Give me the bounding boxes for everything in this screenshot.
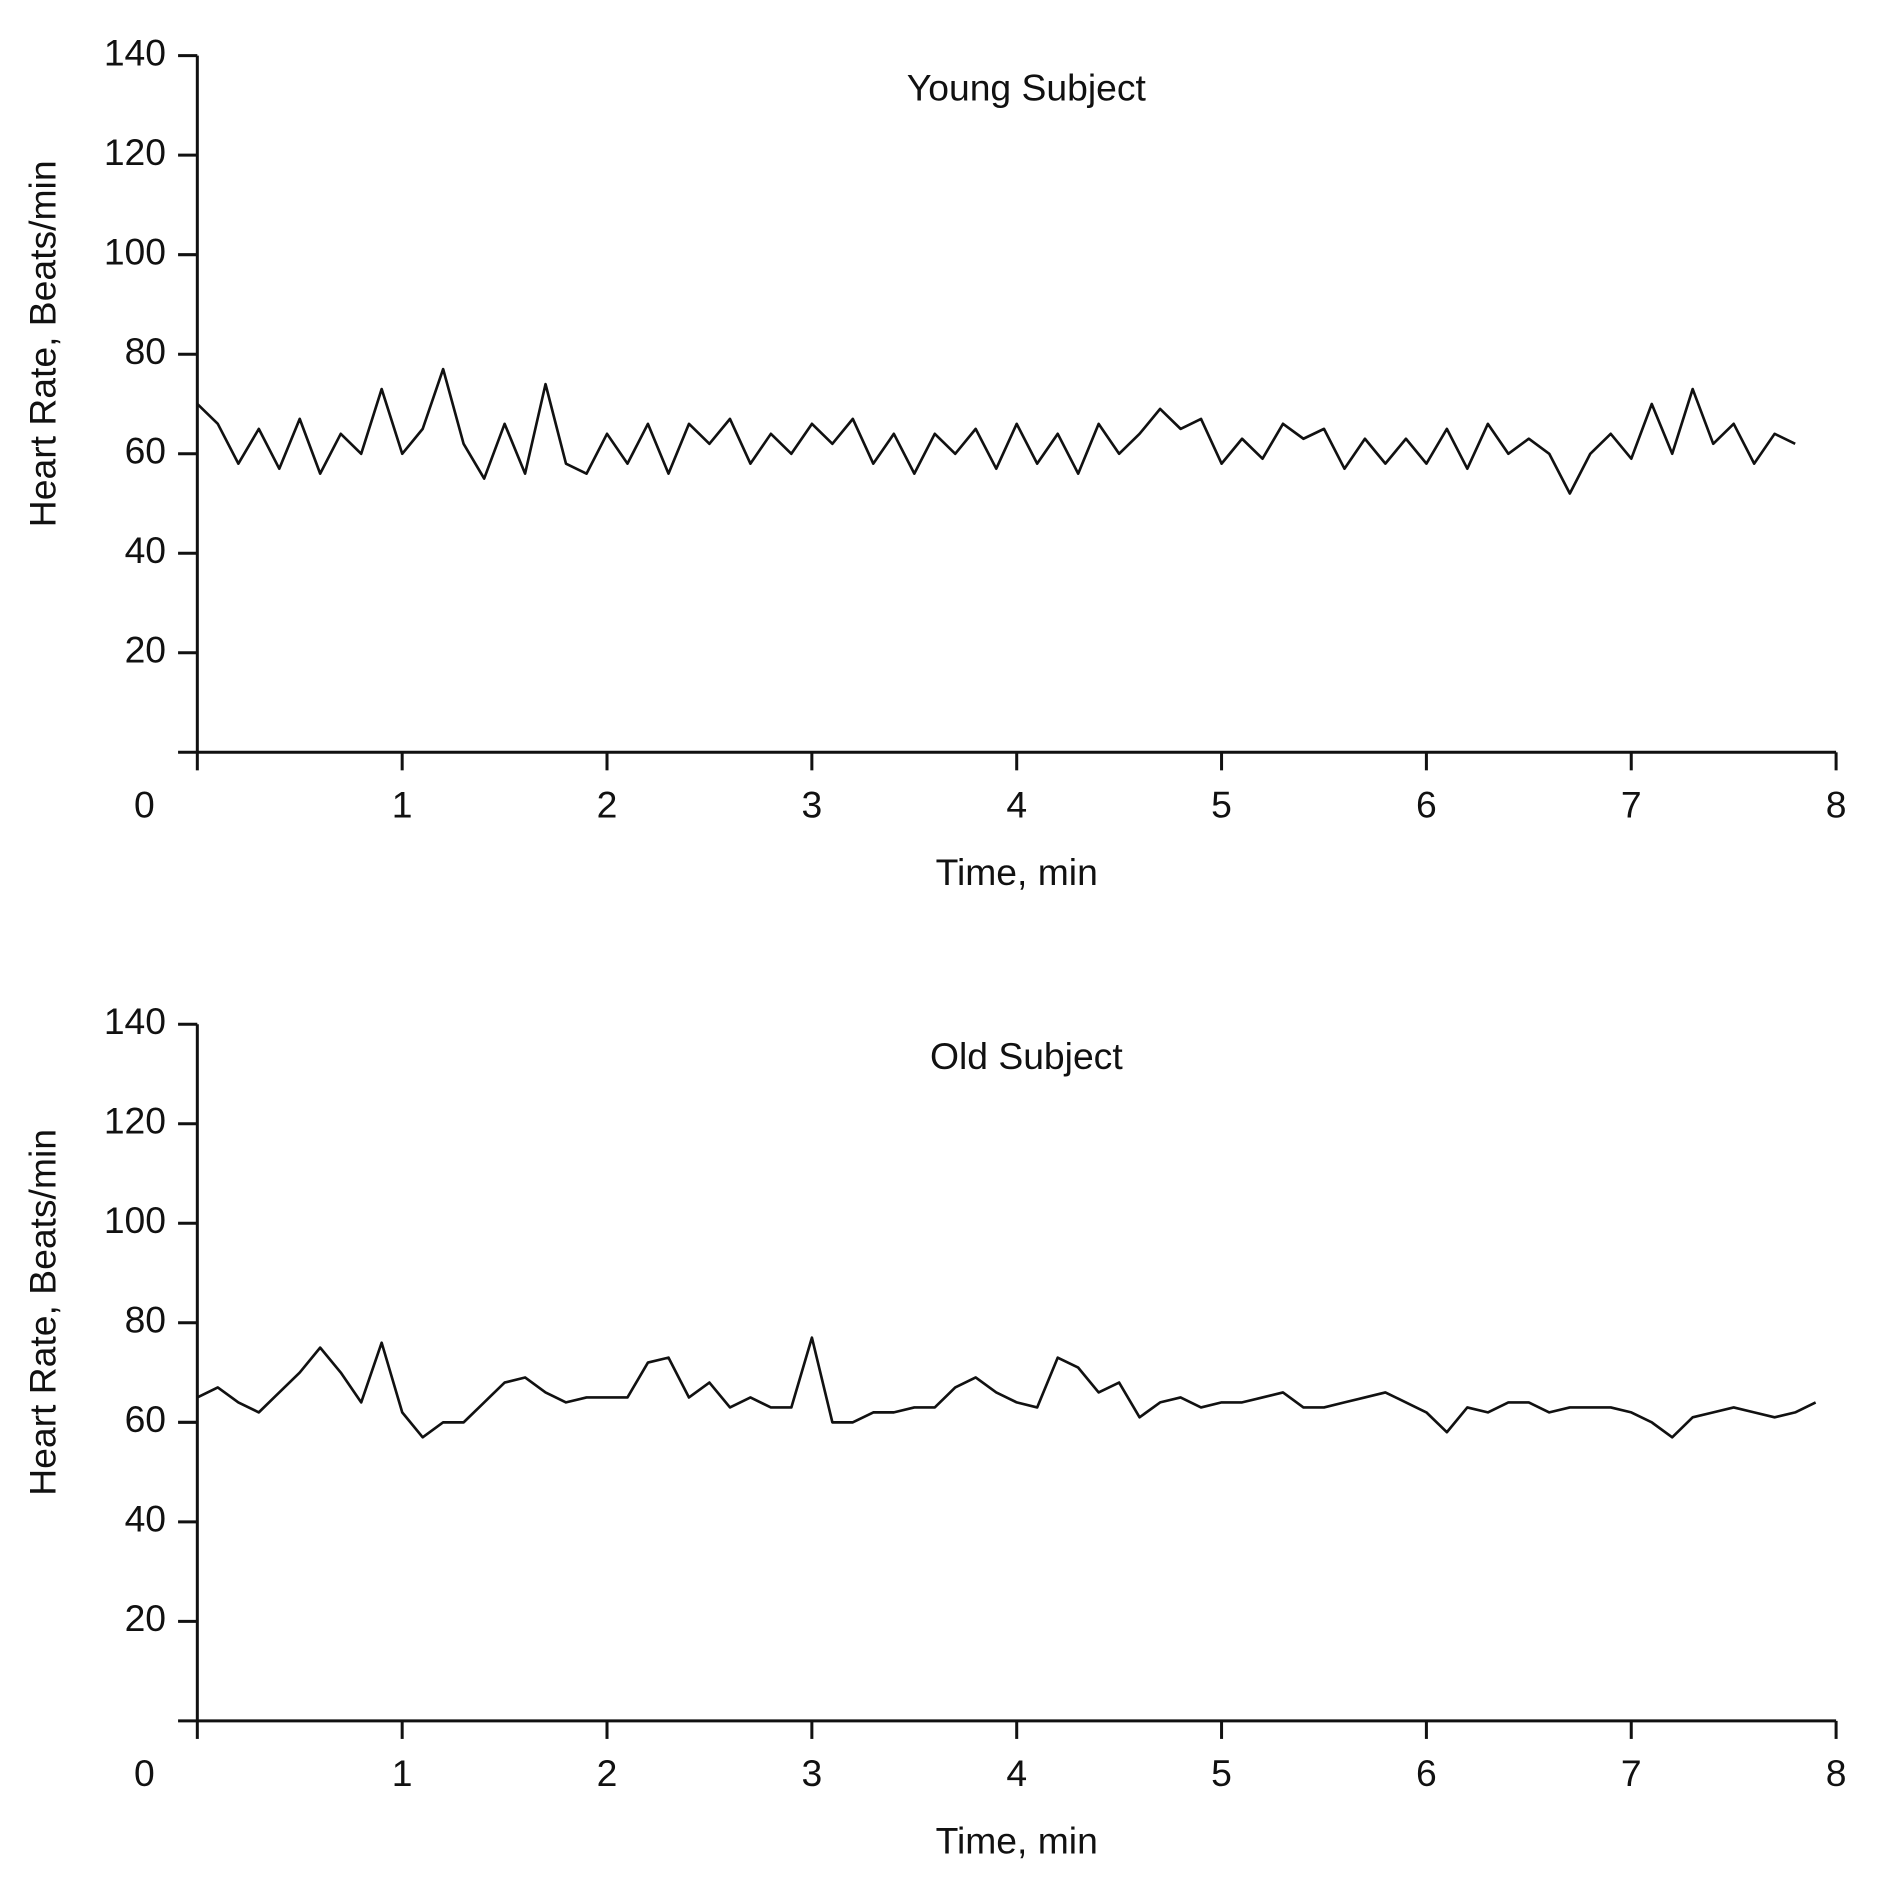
y-tick-label: 60 (125, 430, 166, 472)
x-tick-label: 0 (134, 783, 155, 825)
x-tick-label: 5 (1211, 783, 1232, 825)
chart-title: Young Subject (907, 66, 1147, 108)
x-tick-label: 8 (1826, 783, 1847, 825)
y-tick-label: 100 (104, 231, 166, 273)
y-tick-label: 20 (125, 1597, 166, 1639)
x-axis-label: Time, min (936, 851, 1098, 893)
x-tick-label: 6 (1416, 1752, 1437, 1794)
y-axis-label: Heart Rate, Beats/min (22, 160, 64, 527)
y-tick-label: 60 (125, 1398, 166, 1440)
heart-rate-line (196, 1336, 1817, 1439)
x-tick-label: 5 (1211, 1752, 1232, 1794)
x-tick-label: 2 (597, 783, 618, 825)
heart-rate-line (196, 367, 1796, 495)
y-tick-label: 120 (104, 1100, 166, 1142)
y-tick-label: 120 (104, 131, 166, 173)
chart-title: Old Subject (930, 1035, 1123, 1077)
x-tick-label: 7 (1621, 783, 1642, 825)
y-tick-label: 140 (104, 31, 166, 73)
x-tick-label: 3 (801, 783, 822, 825)
x-tick-label: 8 (1826, 1752, 1847, 1794)
x-tick-label: 4 (1006, 783, 1027, 825)
y-tick-label: 40 (125, 1498, 166, 1540)
y-tick-label: 140 (104, 1000, 166, 1042)
y-axis-label: Heart Rate, Beats/min (22, 1129, 64, 1496)
y-tick-label: 20 (125, 629, 166, 671)
x-axis-label: Time, min (936, 1819, 1098, 1861)
x-tick-label: 0 (134, 1752, 155, 1794)
x-tick-label: 6 (1416, 783, 1437, 825)
x-tick-label: 2 (597, 1752, 618, 1794)
y-tick-label: 100 (104, 1199, 166, 1241)
y-tick-label: 80 (125, 1299, 166, 1341)
x-tick-label: 1 (392, 783, 413, 825)
x-tick-label: 3 (801, 1752, 822, 1794)
x-tick-label: 1 (392, 1752, 413, 1794)
y-tick-label: 40 (125, 529, 166, 571)
y-tick-label: 80 (125, 330, 166, 372)
x-tick-label: 4 (1006, 1752, 1027, 1794)
x-tick-label: 7 (1621, 1752, 1642, 1794)
